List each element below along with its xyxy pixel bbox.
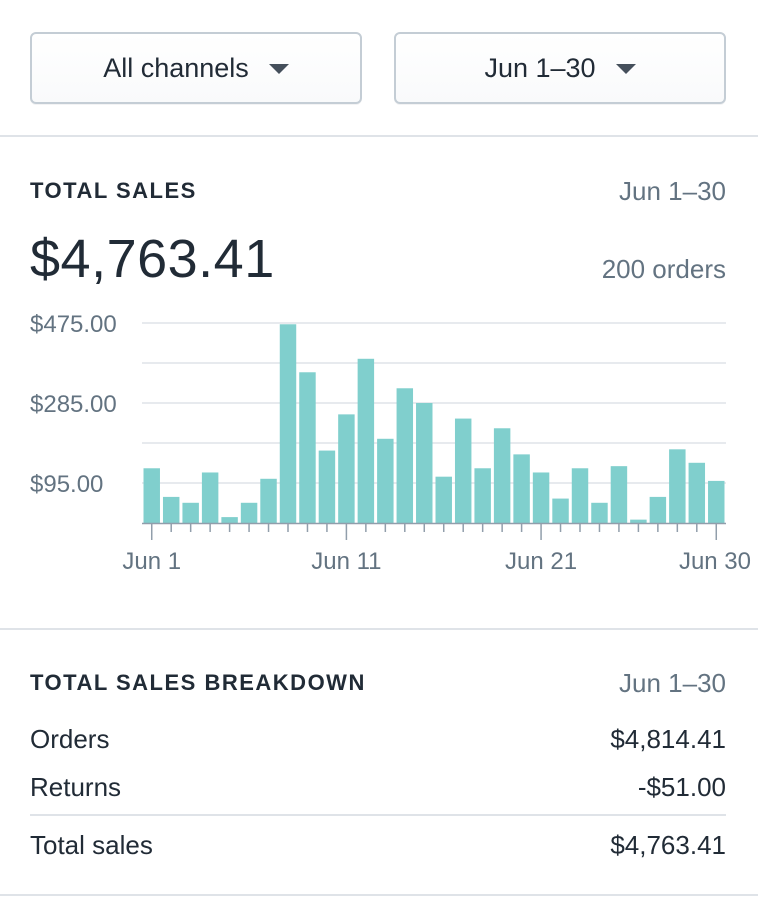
bar xyxy=(416,403,433,523)
filter-bar: All channels Jun 1–30 xyxy=(0,0,758,137)
bar xyxy=(260,478,277,523)
bar xyxy=(357,358,375,523)
bar xyxy=(377,438,394,523)
x-tick-label: Jun 21 xyxy=(505,548,577,575)
channel-dropdown-label: All channels xyxy=(103,52,249,83)
bar xyxy=(143,468,160,523)
total-row-label: Total sales xyxy=(30,830,153,860)
caret-down-icon xyxy=(615,64,636,74)
bar xyxy=(532,472,550,523)
y-tick-label: $475.00 xyxy=(30,311,117,338)
orders-count: 200 orders xyxy=(601,254,726,284)
bar xyxy=(396,388,414,523)
bar xyxy=(493,428,511,523)
x-tick-label: Jun 1 xyxy=(122,548,181,575)
orders-row-label: Orders xyxy=(30,724,110,754)
x-tick-label: Jun 11 xyxy=(311,548,381,575)
row-divider xyxy=(30,814,726,816)
total-sales-title: TOTAL SALES xyxy=(30,178,197,203)
bar xyxy=(513,454,530,523)
date-range-dropdown-label: Jun 1–30 xyxy=(484,52,596,83)
bar xyxy=(435,476,452,523)
total-sales-date-range: Jun 1–30 xyxy=(619,176,726,206)
returns-row-label: Returns xyxy=(30,772,122,802)
returns-row-value: -$51.00 xyxy=(637,772,726,802)
orders-row-value: $4,814.41 xyxy=(610,724,726,754)
bar xyxy=(318,450,336,523)
section-divider xyxy=(0,628,758,630)
bar xyxy=(182,502,199,523)
bar xyxy=(688,462,706,523)
bar xyxy=(552,498,569,523)
bar xyxy=(630,519,647,523)
section-divider-bottom xyxy=(0,894,758,896)
total-sales-amount: $4,763.41 xyxy=(30,229,275,289)
bar xyxy=(162,496,180,523)
bar xyxy=(571,468,589,523)
y-tick-label: $95.00 xyxy=(30,471,103,498)
breakdown-date-range: Jun 1–30 xyxy=(619,668,726,698)
channel-dropdown[interactable]: All channels xyxy=(30,32,362,104)
bar xyxy=(669,449,686,523)
sales-bar-chart: $475.00 $285.00 $95.00 Jun 1 Jun 11 Jun 21 Jun… xyxy=(30,311,751,575)
breakdown-title: TOTAL SALES BREAKDOWN xyxy=(30,670,366,695)
bar xyxy=(474,468,491,523)
x-tick-label: Jun 30 xyxy=(679,548,751,575)
caret-down-icon xyxy=(268,64,289,74)
bar xyxy=(338,414,355,523)
bar xyxy=(708,480,725,523)
bar xyxy=(591,502,608,523)
bar xyxy=(201,472,219,523)
bar xyxy=(240,502,258,523)
date-range-dropdown[interactable]: Jun 1–30 xyxy=(394,32,726,104)
bar xyxy=(299,372,316,523)
total-row-value: $4,763.41 xyxy=(610,830,726,860)
bar xyxy=(649,496,667,523)
bar xyxy=(610,466,628,523)
bar xyxy=(454,418,472,523)
bar xyxy=(279,324,297,523)
bar xyxy=(221,517,238,523)
y-tick-label: $285.00 xyxy=(30,391,117,418)
